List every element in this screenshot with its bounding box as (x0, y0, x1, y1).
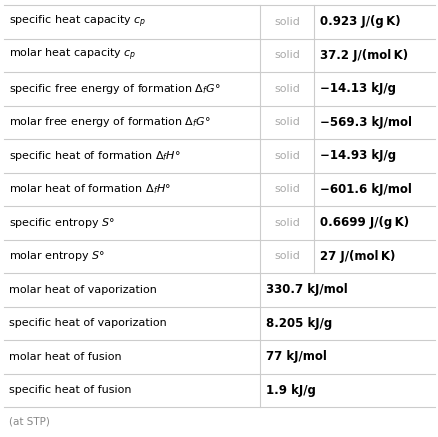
Text: −14.13 kJ/g: −14.13 kJ/g (320, 82, 396, 95)
Text: solid: solid (274, 184, 300, 194)
Text: −601.6 kJ/mol: −601.6 kJ/mol (320, 183, 411, 196)
Text: 0.923 J/(g K): 0.923 J/(g K) (320, 15, 400, 28)
Text: solid: solid (274, 251, 300, 261)
Text: solid: solid (274, 218, 300, 228)
Text: solid: solid (274, 17, 300, 27)
Text: solid: solid (274, 84, 300, 94)
Text: 330.7 kJ/mol: 330.7 kJ/mol (266, 283, 347, 296)
Text: specific entropy $S°$: specific entropy $S°$ (9, 216, 115, 230)
Text: 37.2 J/(mol K): 37.2 J/(mol K) (320, 49, 407, 62)
Text: molar entropy $S°$: molar entropy $S°$ (9, 249, 105, 263)
Text: 1.9 kJ/g: 1.9 kJ/g (266, 384, 316, 397)
Text: −14.93 kJ/g: −14.93 kJ/g (320, 149, 396, 162)
Text: specific heat capacity $c_p$: specific heat capacity $c_p$ (9, 14, 146, 30)
Text: molar heat of fusion: molar heat of fusion (9, 352, 121, 362)
Text: −569.3 kJ/mol: −569.3 kJ/mol (320, 116, 411, 129)
Text: specific heat of fusion: specific heat of fusion (9, 385, 131, 395)
Text: solid: solid (274, 151, 300, 161)
Text: specific heat of formation $\Delta_f H°$: specific heat of formation $\Delta_f H°$ (9, 149, 180, 163)
Text: molar free energy of formation $\Delta_f G°$: molar free energy of formation $\Delta_f… (9, 115, 210, 129)
Text: specific free energy of formation $\Delta_f G°$: specific free energy of formation $\Delt… (9, 82, 220, 96)
Text: 8.205 kJ/g: 8.205 kJ/g (266, 317, 332, 330)
Text: solid: solid (274, 50, 300, 60)
Text: (at STP): (at STP) (9, 417, 50, 427)
Text: molar heat of vaporization: molar heat of vaporization (9, 285, 156, 295)
Text: solid: solid (274, 117, 300, 127)
Text: molar heat of formation $\Delta_f H°$: molar heat of formation $\Delta_f H°$ (9, 182, 170, 196)
Text: specific heat of vaporization: specific heat of vaporization (9, 318, 166, 328)
Text: 77 kJ/mol: 77 kJ/mol (266, 350, 327, 363)
Text: 0.6699 J/(g K): 0.6699 J/(g K) (320, 216, 409, 229)
Text: 27 J/(mol K): 27 J/(mol K) (320, 250, 395, 263)
Text: molar heat capacity $c_p$: molar heat capacity $c_p$ (9, 47, 136, 63)
